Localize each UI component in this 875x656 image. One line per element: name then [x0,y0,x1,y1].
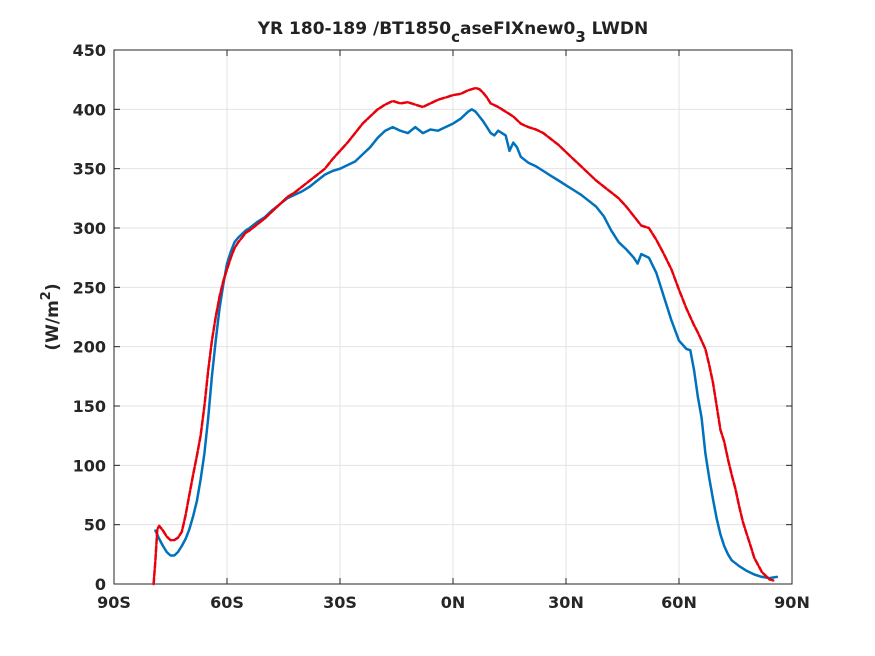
x-tick-label: 30N [548,593,584,612]
y-tick-label: 200 [73,338,106,357]
x-tick-label: 90S [97,593,131,612]
y-tick-label: 250 [73,278,106,297]
y-tick-label: 150 [73,397,106,416]
y-tick-label: 400 [73,100,106,119]
series-line-2 [152,86,775,586]
x-tick-label: 90N [774,593,810,612]
y-axis-label: (W/m2) [39,283,63,350]
x-tick-label: 30S [323,593,357,612]
y-tick-label: 450 [73,41,106,60]
series-layer [152,86,779,586]
axis-ticks: 90S 60S 30S 0N 30N 60N 90N 0 50 100 150 200 250 300 35… [73,41,810,612]
y-tick-label: 50 [84,516,106,535]
chart-title: YR 180-189 /BT1850caseFIXnew03 LWDN [257,19,649,46]
x-tick-label: 60S [210,593,244,612]
y-tick-label: 300 [73,219,106,238]
x-tick-label: 60N [661,593,697,612]
y-tick-label: 350 [73,160,106,179]
y-tick-label: 0 [95,575,106,594]
x-tick-label: 0N [441,593,466,612]
y-tick-label: 100 [73,456,106,475]
